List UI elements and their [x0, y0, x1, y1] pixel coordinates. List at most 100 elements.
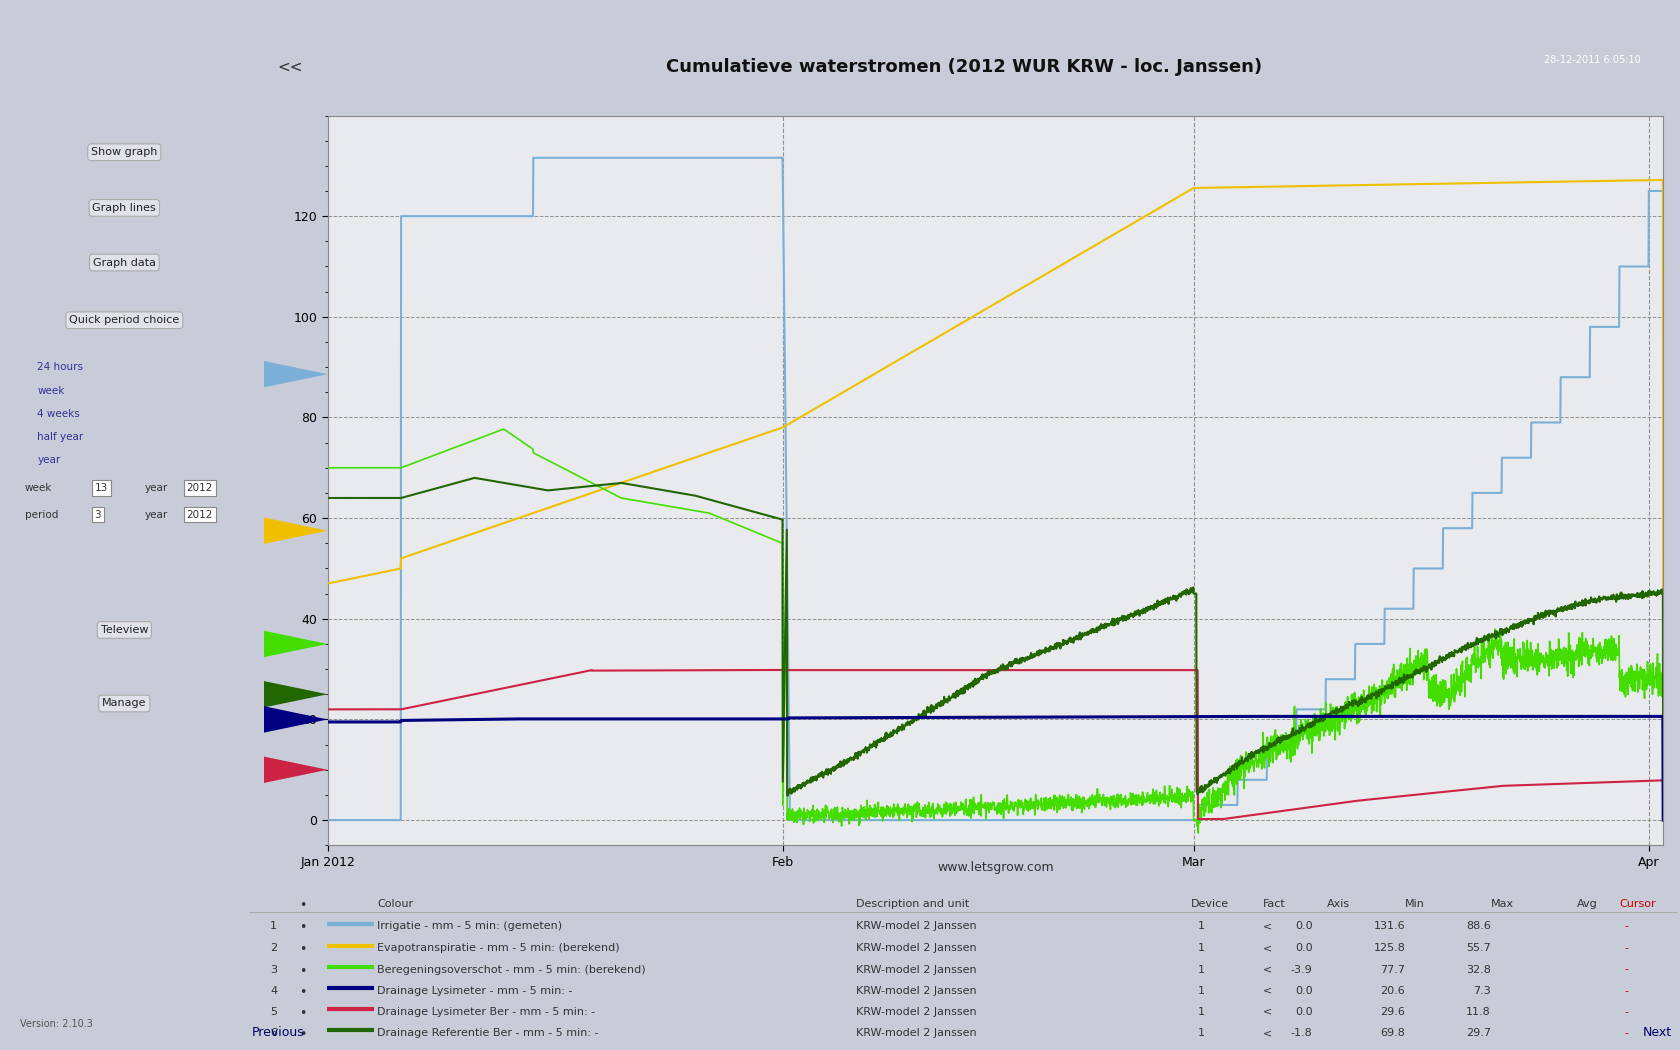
Text: week: week	[25, 483, 52, 493]
Text: Cursor: Cursor	[1620, 899, 1656, 908]
Text: 4: 4	[270, 986, 277, 995]
Text: www.letsgrow.com: www.letsgrow.com	[937, 861, 1053, 874]
Text: Quick period choice: Quick period choice	[69, 315, 180, 326]
Text: 1: 1	[270, 922, 277, 931]
Polygon shape	[264, 707, 328, 733]
Text: Next: Next	[1643, 1027, 1672, 1040]
Text: Drainage Referentie Ber - mm - 5 min: -: Drainage Referentie Ber - mm - 5 min: -	[376, 1028, 598, 1038]
Text: 1: 1	[1198, 1028, 1205, 1038]
Text: <: <	[1263, 986, 1272, 995]
Text: 88.6: 88.6	[1467, 922, 1492, 931]
Text: 77.7: 77.7	[1381, 965, 1406, 974]
Text: KRW-model 2 Janssen: KRW-model 2 Janssen	[855, 943, 976, 953]
Text: -: -	[1625, 1007, 1628, 1016]
Text: 11.8: 11.8	[1467, 1007, 1492, 1016]
Text: 55.7: 55.7	[1467, 943, 1492, 953]
Text: -: -	[1625, 986, 1628, 995]
Text: 5: 5	[270, 1007, 277, 1016]
Text: Graph data: Graph data	[92, 257, 156, 268]
Text: Cumulatieve waterstromen (2012 WUR KRW - loc. Janssen): Cumulatieve waterstromen (2012 WUR KRW -…	[667, 59, 1262, 77]
Text: 13: 13	[94, 483, 108, 493]
Text: -: -	[1625, 965, 1628, 974]
Text: •: •	[299, 965, 306, 978]
Text: •: •	[299, 943, 306, 957]
Text: Graph lines: Graph lines	[92, 203, 156, 213]
Text: 3: 3	[94, 509, 101, 520]
Text: Drainage Lysimeter - mm - 5 min: -: Drainage Lysimeter - mm - 5 min: -	[376, 986, 573, 995]
Text: 1: 1	[1198, 965, 1205, 974]
Text: -: -	[1625, 922, 1628, 931]
Text: 1: 1	[1198, 922, 1205, 931]
Text: 29.6: 29.6	[1381, 1007, 1406, 1016]
Text: Drainage Lysimeter Ber - mm - 5 min: -: Drainage Lysimeter Ber - mm - 5 min: -	[376, 1007, 595, 1016]
Text: 1: 1	[1198, 986, 1205, 995]
Text: 32.8: 32.8	[1467, 965, 1492, 974]
Text: <: <	[1263, 943, 1272, 953]
Text: Manage: Manage	[102, 698, 146, 709]
Text: KRW-model 2 Janssen: KRW-model 2 Janssen	[855, 986, 976, 995]
Polygon shape	[264, 631, 328, 657]
Text: •: •	[299, 986, 306, 999]
Text: <: <	[1263, 1028, 1272, 1038]
Text: 20.6: 20.6	[1381, 986, 1406, 995]
Text: Description and unit: Description and unit	[855, 899, 969, 908]
Text: year: year	[144, 509, 168, 520]
Text: 4 weeks: 4 weeks	[37, 408, 81, 419]
Text: 2: 2	[270, 943, 277, 953]
Text: week: week	[37, 385, 64, 396]
Text: -: -	[1625, 1028, 1628, 1038]
Text: 1: 1	[1198, 1007, 1205, 1016]
Text: 3: 3	[270, 965, 277, 974]
Text: 125.8: 125.8	[1374, 943, 1406, 953]
Text: Axis: Axis	[1327, 899, 1351, 908]
Text: KRW-model 2 Janssen: KRW-model 2 Janssen	[855, 1028, 976, 1038]
Text: 29.7: 29.7	[1467, 1028, 1492, 1038]
Text: 0.0: 0.0	[1295, 986, 1312, 995]
Text: 2012: 2012	[186, 483, 213, 493]
Text: -1.8: -1.8	[1290, 1028, 1312, 1038]
Text: Colour: Colour	[376, 899, 413, 908]
Text: 2012: 2012	[186, 509, 213, 520]
Text: <<: <<	[277, 60, 302, 75]
Text: Previous: Previous	[252, 1027, 304, 1040]
Polygon shape	[264, 361, 328, 387]
Text: year: year	[37, 455, 60, 465]
Text: -3.9: -3.9	[1290, 965, 1312, 974]
Text: Version: 2.10.3: Version: 2.10.3	[20, 1018, 92, 1029]
Text: 6: 6	[270, 1028, 277, 1038]
Text: Max: Max	[1492, 899, 1514, 908]
Text: 0.0: 0.0	[1295, 1007, 1312, 1016]
Text: Teleview: Teleview	[101, 625, 148, 635]
Text: Evapotranspiratie - mm - 5 min: (berekend): Evapotranspiratie - mm - 5 min: (bereken…	[376, 943, 620, 953]
Text: KRW-model 2 Janssen: KRW-model 2 Janssen	[855, 922, 976, 931]
Text: •: •	[299, 1007, 306, 1020]
Text: 131.6: 131.6	[1374, 922, 1406, 931]
Text: Avg: Avg	[1576, 899, 1598, 908]
Text: •: •	[299, 922, 306, 934]
Text: 24 hours: 24 hours	[37, 362, 84, 373]
Polygon shape	[264, 757, 328, 783]
Text: 7.3: 7.3	[1473, 986, 1492, 995]
Text: 28-12-2011 6:05:10: 28-12-2011 6:05:10	[1544, 56, 1641, 65]
Text: -: -	[1625, 943, 1628, 953]
Text: Device: Device	[1191, 899, 1230, 908]
Text: <: <	[1263, 1007, 1272, 1016]
Text: year: year	[144, 483, 168, 493]
Text: Beregeningsoverschot - mm - 5 min: (berekend): Beregeningsoverschot - mm - 5 min: (bere…	[376, 965, 645, 974]
Text: 1: 1	[1198, 943, 1205, 953]
Text: •: •	[299, 1028, 306, 1041]
Text: 0.0: 0.0	[1295, 922, 1312, 931]
Text: 69.8: 69.8	[1381, 1028, 1406, 1038]
Polygon shape	[264, 518, 328, 544]
Text: Irrigatie - mm - 5 min: (gemeten): Irrigatie - mm - 5 min: (gemeten)	[376, 922, 563, 931]
Text: •: •	[299, 899, 306, 911]
Text: KRW-model 2 Janssen: KRW-model 2 Janssen	[855, 965, 976, 974]
Text: period: period	[25, 509, 59, 520]
Polygon shape	[264, 681, 328, 708]
Text: KRW-model 2 Janssen: KRW-model 2 Janssen	[855, 1007, 976, 1016]
Text: Min: Min	[1406, 899, 1425, 908]
Text: half year: half year	[37, 432, 84, 442]
Text: 0.0: 0.0	[1295, 943, 1312, 953]
Text: Show graph: Show graph	[91, 147, 158, 157]
Text: <: <	[1263, 922, 1272, 931]
